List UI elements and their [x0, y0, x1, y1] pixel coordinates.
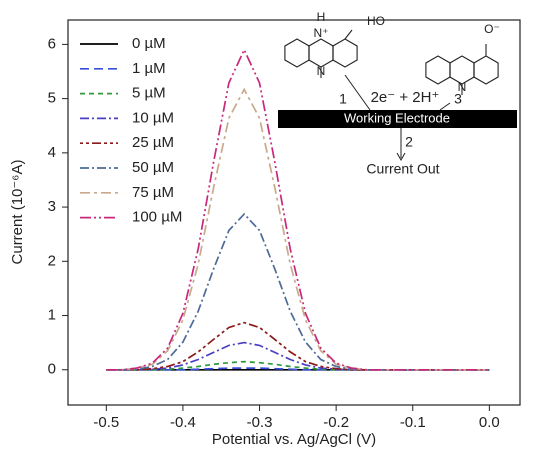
legend-label: 75 µM	[132, 184, 174, 201]
inset-diagram: Working Electrode Current Out	[278, 29, 517, 177]
legend-label: 50 µM	[132, 159, 174, 176]
x-tick-label: -0.3	[247, 414, 273, 431]
y-axis-label: Current (10⁻⁶A)	[9, 160, 26, 265]
ring	[425, 55, 451, 85]
series-line	[106, 321, 490, 371]
ring	[284, 38, 310, 68]
atom-label: O⁻	[484, 22, 500, 36]
step-label: 3	[454, 91, 462, 107]
series-line	[106, 360, 490, 371]
x-axis-label: Potential vs. Ag/AgCl (V)	[212, 431, 376, 448]
legend-label: 25 µM	[132, 134, 174, 151]
y-tick-label: 4	[48, 144, 56, 161]
series-line	[106, 47, 490, 371]
atom-label: HO	[367, 14, 385, 28]
legend-label: 10 µM	[132, 109, 174, 126]
ring	[308, 38, 334, 68]
arrow-head	[396, 152, 406, 162]
legend-label: 1 µM	[132, 60, 166, 77]
y-tick-label: 5	[48, 90, 56, 107]
electrode-bar	[278, 110, 517, 128]
x-tick-label: -0.1	[400, 414, 426, 431]
plot-frame	[67, 19, 521, 406]
y-tick-label: 0	[48, 361, 56, 378]
electrode-label: Working Electrode	[344, 110, 450, 125]
series-line	[106, 87, 490, 371]
molecules	[284, 29, 499, 95]
reaction-label: 2e⁻ + 2H⁺	[371, 89, 440, 106]
connector	[344, 74, 371, 111]
x-tick-label: 0.0	[479, 414, 500, 431]
atom-label: N⁺	[314, 26, 329, 40]
step-label: 1	[339, 91, 347, 107]
ring	[332, 38, 358, 68]
legend-label: 100 µM	[132, 209, 182, 226]
atom-label: N	[317, 64, 326, 78]
x-tick-label: -0.2	[323, 414, 349, 431]
y-tick-label: 1	[48, 306, 56, 323]
y-tick-label: 2	[48, 252, 56, 269]
legend-label: 5 µM	[132, 85, 166, 102]
y-tick-label: 3	[48, 198, 56, 215]
bond	[344, 29, 353, 40]
atom-label: H	[317, 10, 326, 24]
ring	[473, 55, 499, 85]
output-label: Current Out	[366, 161, 439, 177]
connector	[439, 102, 451, 111]
x-tick-label: -0.4	[170, 414, 196, 431]
step-label: 2	[405, 134, 413, 150]
legend-label: 0 µM	[132, 35, 166, 52]
series-line	[106, 341, 490, 371]
x-tick-label: -0.5	[93, 414, 119, 431]
y-tick-label: 6	[48, 35, 56, 52]
atom-label: N	[458, 80, 467, 94]
